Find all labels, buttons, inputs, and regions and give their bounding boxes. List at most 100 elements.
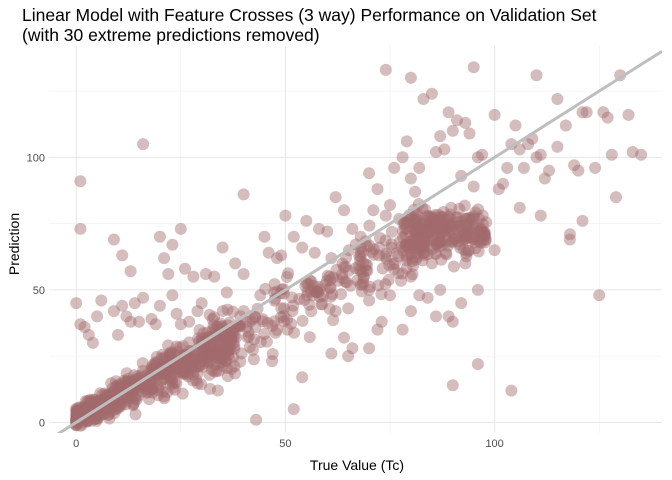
data-point — [438, 225, 450, 238]
data-point — [534, 148, 547, 161]
data-point — [422, 210, 435, 223]
data-point — [436, 216, 449, 229]
data-point — [122, 394, 135, 407]
data-point — [70, 405, 83, 418]
data-point — [79, 402, 92, 415]
data-point — [326, 288, 339, 301]
data-point — [204, 345, 217, 358]
data-point — [635, 148, 648, 161]
data-point — [471, 283, 484, 296]
data-point — [380, 247, 393, 260]
data-point — [185, 352, 198, 365]
data-point — [216, 331, 229, 344]
data-point — [440, 247, 452, 259]
data-point — [330, 263, 343, 276]
data-point — [442, 210, 455, 223]
data-point — [203, 308, 216, 321]
data-point — [459, 218, 472, 231]
data-point — [421, 211, 434, 223]
data-point — [216, 344, 229, 357]
data-point — [329, 191, 342, 204]
data-point — [349, 262, 362, 275]
data-point — [117, 379, 130, 392]
data-point — [90, 395, 103, 408]
data-point — [452, 220, 465, 233]
data-point — [407, 213, 420, 226]
data-point — [146, 382, 158, 394]
data-point — [86, 397, 99, 410]
data-point — [315, 298, 328, 311]
data-point — [373, 241, 386, 254]
data-point — [479, 236, 491, 249]
data-point — [409, 223, 422, 236]
data-point — [233, 320, 246, 333]
data-point — [107, 384, 120, 397]
data-point — [208, 339, 221, 352]
data-point — [127, 399, 139, 412]
data-point — [357, 256, 370, 269]
data-point — [89, 396, 102, 409]
data-point — [178, 366, 191, 379]
data-point — [353, 259, 366, 272]
data-point — [476, 148, 489, 161]
data-point — [256, 315, 269, 328]
data-point — [442, 106, 455, 119]
data-point — [435, 239, 448, 252]
data-point — [165, 374, 178, 387]
data-point — [522, 138, 535, 151]
data-point — [425, 219, 438, 232]
data-point — [103, 405, 116, 418]
data-point — [299, 280, 312, 293]
data-point — [400, 254, 413, 267]
data-point — [118, 374, 131, 387]
data-point — [99, 389, 112, 402]
data-point — [258, 230, 271, 243]
data-point — [475, 236, 488, 249]
data-point — [393, 235, 406, 248]
data-point — [190, 374, 203, 387]
data-point — [543, 164, 555, 177]
data-point — [396, 224, 409, 237]
data-point — [174, 222, 187, 235]
data-point — [399, 240, 412, 253]
data-point — [468, 227, 481, 240]
tick-labels: 0 50 100 0 50 100 — [27, 152, 504, 450]
data-point — [197, 349, 210, 362]
data-point — [435, 235, 448, 248]
data-point — [405, 238, 418, 251]
data-point — [81, 396, 94, 409]
data-point — [410, 209, 423, 222]
data-point — [429, 214, 442, 227]
data-point — [432, 230, 445, 243]
data-point — [268, 278, 281, 291]
data-point — [223, 343, 236, 356]
data-point — [140, 382, 153, 395]
data-point — [170, 362, 183, 375]
data-point — [146, 383, 159, 396]
data-point — [224, 328, 237, 341]
data-point — [71, 408, 84, 421]
data-point — [108, 407, 121, 420]
data-point — [71, 405, 84, 418]
data-point — [474, 225, 487, 238]
data-point — [85, 398, 98, 411]
data-point — [196, 360, 209, 373]
data-point — [415, 240, 428, 253]
data-point — [401, 236, 413, 249]
data-point — [211, 345, 224, 358]
data-point — [460, 250, 473, 263]
data-point — [206, 341, 219, 354]
data-point — [197, 327, 210, 340]
data-point — [87, 393, 100, 406]
data-point — [605, 148, 618, 161]
data-point — [249, 321, 262, 334]
data-point — [439, 224, 452, 236]
data-point — [105, 377, 118, 390]
data-point — [416, 217, 429, 230]
data-point — [418, 240, 431, 253]
data-point — [459, 232, 472, 245]
data-point — [418, 249, 431, 262]
data-point — [323, 281, 336, 294]
data-point — [122, 375, 135, 388]
data-point — [425, 87, 438, 100]
